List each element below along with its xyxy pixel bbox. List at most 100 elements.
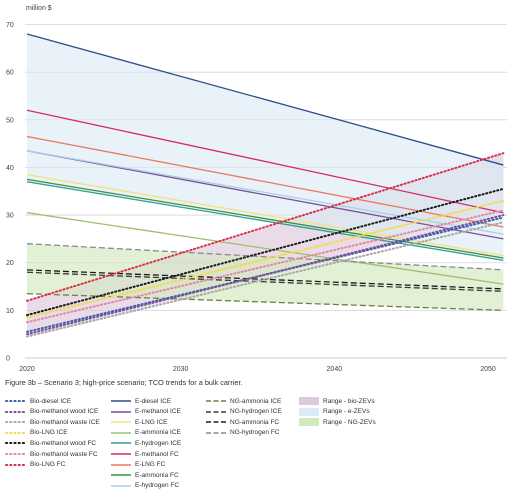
series-line-e-methanol-ice <box>26 150 504 240</box>
legend-item-e-diesel-ice: E-diesel ICE <box>110 396 171 406</box>
legend-label: NG-hydrogen FC <box>230 429 280 437</box>
y-tick-label-40: 40 <box>6 165 14 172</box>
legend-swatch <box>206 421 226 423</box>
legend-item-ng-hydrogen-fc: NG-hydrogen FC <box>205 428 280 438</box>
x-tick-label-2050: 2050 <box>480 366 496 373</box>
legend-swatch <box>206 432 226 434</box>
legend-label: E-ammonia ICE <box>135 429 181 437</box>
y-tick-label-10: 10 <box>6 308 14 315</box>
y-axis-unit-label: million $ <box>26 5 52 12</box>
legend-item-bio-lng-fc: Bio-LNG FC <box>5 460 65 470</box>
legend-item-bio-methanol-wood-ice: Bio-methanol wood ICE <box>5 407 98 417</box>
legend-item-bio-methanol-waste-ice: Bio-methanol waste ICE <box>5 417 100 427</box>
legend-item-e-lng-fc: E-LNG FC <box>110 460 165 470</box>
legend-item-e-methanol-fc: E-methanol FC <box>110 449 179 459</box>
legend-label: Range - NG-ZEVs <box>323 418 376 426</box>
legend-swatch <box>111 485 131 487</box>
legend-item-range-bio-zevs: Range - bio-ZEVs <box>298 396 375 406</box>
legend-swatch <box>111 400 131 402</box>
legend-item-bio-diesel-ice: Bio-diesel ICE <box>5 396 71 406</box>
legend-label: Bio-diesel ICE <box>30 397 72 405</box>
series-line-e-hydrogen-ice <box>26 181 504 261</box>
x-tick-label-2030: 2030 <box>173 366 189 373</box>
legend-item-bio-lng-ice: Bio-LNG ICE <box>5 428 68 438</box>
series-line-bio-lng-ice <box>26 199 505 319</box>
legend-label: Bio-methanol wood FC <box>30 439 97 447</box>
legend-label: NG-ammonia ICE <box>230 397 282 405</box>
series-line-bio-methanol-wood-fc <box>26 187 505 317</box>
legend-swatch <box>5 400 27 402</box>
legend-label: Bio-LNG FC <box>30 461 66 469</box>
legend-swatch <box>111 410 131 413</box>
legend-item-range-e-zevs: Range - e-ZEVs <box>298 407 370 417</box>
legend-label: Bio-methanol waste ICE <box>30 418 100 426</box>
figure-caption: Figure 3b – Scenario 3; high-price scena… <box>5 378 243 387</box>
series-line-bio-methanol-waste-ice <box>26 221 505 338</box>
legend-label: Range - bio-ZEVs <box>323 397 375 405</box>
legend-item-range-ng-zevs: Range - NG-ZEVs <box>298 417 376 427</box>
legend-swatch <box>206 400 226 402</box>
legend-swatch <box>5 442 27 445</box>
legend-label: Bio-LNG ICE <box>30 429 68 437</box>
legend-label: E-LNG ICE <box>135 418 168 426</box>
series-line-e-lng-fc <box>26 135 504 228</box>
legend-label: E-methanol ICE <box>135 408 181 416</box>
legend-swatch <box>5 431 27 434</box>
y-tick-label-30: 30 <box>6 213 14 220</box>
legend-swatch <box>111 442 131 445</box>
y-tick-label-70: 70 <box>6 22 14 29</box>
legend-swatch <box>5 453 27 455</box>
legend-item-e-lng-ice: E-LNG ICE <box>110 417 168 427</box>
x-tick-label-2040: 2040 <box>327 366 343 373</box>
legend-swatch <box>111 421 131 423</box>
legend-swatch <box>5 463 27 466</box>
series-line-e-ammonia-ice <box>26 212 504 285</box>
legend-label: Bio-methanol wood ICE <box>30 408 99 416</box>
legend-swatch <box>299 407 319 416</box>
legend-item-e-ammonia-fc: E-ammonia FC <box>110 470 179 480</box>
legend-item-ng-ammonia-fc: NG-ammonia FC <box>205 417 279 427</box>
series-line-bio-methanol-wood-ice <box>26 214 505 336</box>
legend-swatch <box>111 432 131 434</box>
legend-label: NG-ammonia FC <box>230 418 280 426</box>
legend-item-e-hydrogen-fc: E-hydrogen FC <box>110 481 179 491</box>
legend-item-ng-ammonia-ice: NG-ammonia ICE <box>205 396 281 406</box>
series-line-ng-hydrogen-ice <box>26 271 504 292</box>
legend-swatch <box>299 397 319 405</box>
legend-item-e-methanol-ice: E-methanol ICE <box>110 407 181 417</box>
series-line-bio-diesel-ice <box>26 216 505 333</box>
legend-swatch <box>206 410 226 413</box>
series-line-e-diesel-ice <box>26 33 504 166</box>
legend-swatch <box>5 421 27 424</box>
series-line-e-methanol-fc <box>26 109 504 214</box>
series-line-bio-methanol-waste-fc <box>26 209 505 324</box>
legend-swatch <box>111 474 131 476</box>
legend-swatch <box>111 453 131 455</box>
legend-item-e-hydrogen-ice: E-hydrogen ICE <box>110 438 181 448</box>
legend-item-ng-hydrogen-ice: NG-hydrogen ICE <box>205 407 282 417</box>
x-tick-label-2020: 2020 <box>19 366 35 373</box>
legend-label: Range - e-ZEVs <box>323 408 370 416</box>
legend-item-bio-methanol-waste-fc: Bio-methanol waste FC <box>5 449 98 459</box>
y-tick-label-0: 0 <box>6 356 10 363</box>
y-tick-label-20: 20 <box>6 260 14 267</box>
legend-label: NG-hydrogen ICE <box>230 408 282 416</box>
legend-label: E-hydrogen FC <box>135 482 180 490</box>
series-line-ng-ammonia-ice <box>26 293 504 312</box>
legend-swatch <box>111 463 131 466</box>
legend-item-e-ammonia-ice: E-ammonia ICE <box>110 428 181 438</box>
legend-swatch <box>5 410 27 413</box>
legend-item-bio-methanol-wood-fc: Bio-methanol wood FC <box>5 438 96 448</box>
series-line-ng-hydrogen-fc <box>26 243 504 271</box>
legend-label: Bio-methanol waste FC <box>30 450 98 458</box>
y-tick-label-50: 50 <box>6 117 14 124</box>
y-tick-label-60: 60 <box>6 70 14 77</box>
legend-label: E-LNG FC <box>135 461 166 469</box>
series-line-bio-lng-fc <box>26 152 505 302</box>
legend-label: E-methanol FC <box>135 450 179 458</box>
legend-label: E-ammonia FC <box>135 471 179 479</box>
series-line-e-ammonia-fc <box>26 178 504 259</box>
legend-label: E-hydrogen ICE <box>135 439 182 447</box>
